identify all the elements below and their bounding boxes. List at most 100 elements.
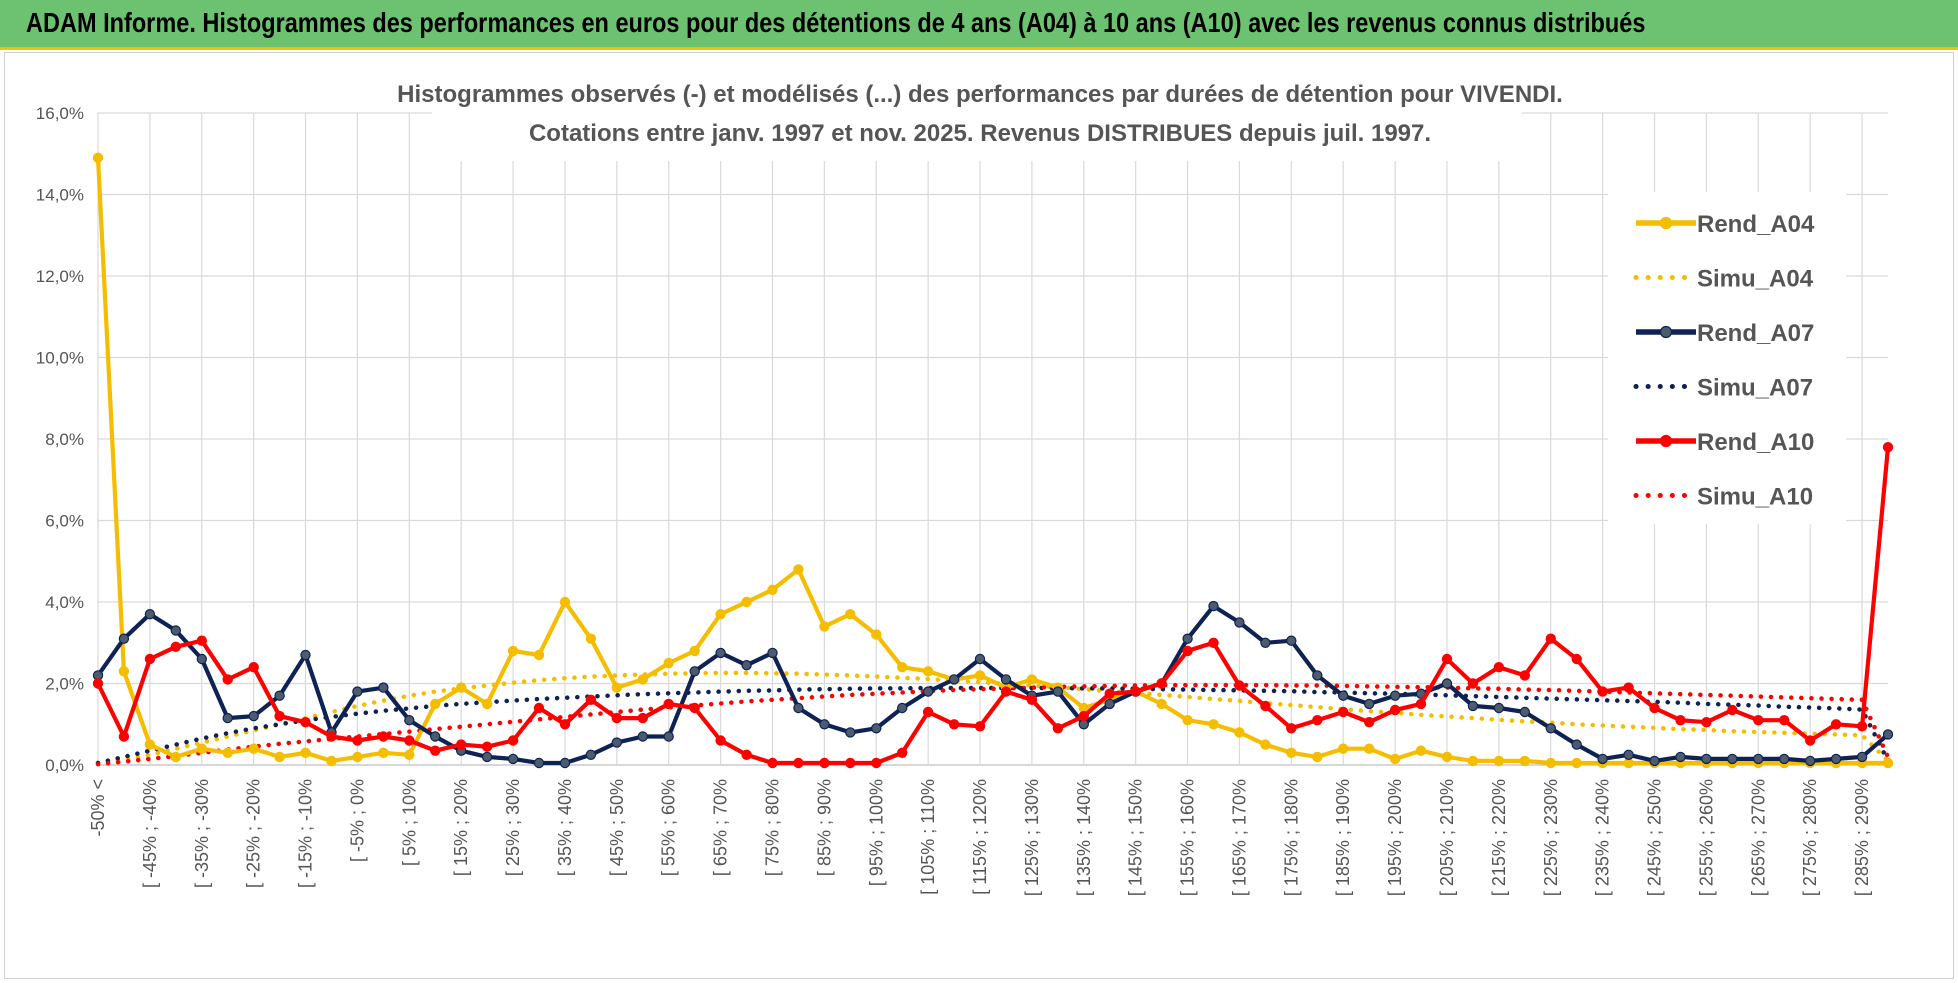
- data-point: [948, 719, 960, 730]
- x-tick-label: [ 235% ; 240%: [1593, 779, 1613, 896]
- data-point: [404, 735, 415, 746]
- y-axis-labels: 0,0% 2,0% 4,0% 6,0% 8,0% 10,0% 12,0% 14,0% 16,0%: [36, 104, 84, 775]
- data-point: [1286, 635, 1297, 646]
- legend-label: Rend_A07: [1697, 320, 1814, 347]
- data-point: [430, 731, 441, 742]
- data-point: [1441, 653, 1453, 665]
- data-point: [1286, 723, 1297, 734]
- data-point: [1675, 715, 1686, 726]
- data-point: [144, 653, 156, 665]
- chart-frame: [4, 52, 1954, 979]
- x-tick-label: [ 15% ; 20%: [451, 779, 471, 876]
- data-point: [1519, 755, 1531, 767]
- data-point: [1493, 662, 1505, 673]
- x-tick-label: [ 245% ; 250%: [1645, 779, 1665, 896]
- data-point: [1727, 704, 1738, 716]
- data-point: [1000, 674, 1012, 685]
- data-point: [352, 735, 363, 746]
- x-tick-label: [ -35% ; -30%: [192, 779, 212, 888]
- data-point: [1830, 753, 1842, 765]
- data-point: [793, 757, 804, 769]
- data-point: [1337, 690, 1349, 701]
- data-point: [1052, 686, 1064, 697]
- data-point: [1389, 704, 1401, 716]
- chart-title: Histogrammes observés (-) et modélisés (…: [397, 81, 1563, 108]
- data-point: [378, 747, 389, 759]
- data-point: [637, 731, 649, 742]
- data-point: [1830, 719, 1842, 730]
- x-tick-label: [ 215% ; 220%: [1489, 779, 1509, 896]
- x-tick-label: [ 265% ; 270%: [1748, 779, 1768, 896]
- x-tick-label: [ 185% ; 190%: [1333, 779, 1353, 896]
- x-tick-label: [ 75% ; 80%: [762, 779, 782, 876]
- data-point: [1467, 678, 1479, 689]
- data-point: [1415, 698, 1427, 710]
- x-tick-label: [ 205% ; 210%: [1437, 779, 1457, 896]
- data-point: [1753, 753, 1764, 765]
- data-point: [1701, 753, 1712, 765]
- data-point: [326, 755, 337, 767]
- data-point: [1545, 723, 1557, 734]
- data-point: [974, 670, 986, 681]
- legend-marker: [1659, 434, 1673, 448]
- data-point: [689, 702, 700, 714]
- data-point: [1234, 680, 1245, 691]
- chart-title-background: [432, 75, 1522, 161]
- data-point: [196, 653, 207, 665]
- data-point: [1104, 698, 1115, 710]
- data-point: [1441, 751, 1453, 763]
- data-point: [922, 686, 934, 697]
- series-line: [95, 670, 1891, 766]
- data-point: [1286, 747, 1297, 759]
- legend-label: Rend_A04: [1697, 211, 1815, 238]
- data-point: [1337, 706, 1349, 718]
- data-point: [974, 653, 986, 665]
- data-point: [1182, 645, 1193, 657]
- data-point: [1389, 690, 1401, 701]
- y-tick-label: 10,0%: [36, 349, 84, 368]
- data-point: [559, 719, 571, 730]
- y-tick-label: 12,0%: [36, 267, 84, 286]
- data-point: [533, 649, 545, 661]
- data-point: [481, 741, 493, 752]
- data-point: [1571, 653, 1582, 665]
- data-point: [1441, 678, 1453, 689]
- x-tick-label: [ 195% ; 200%: [1385, 779, 1405, 896]
- legend-label: Simu_A04: [1697, 266, 1814, 293]
- data-point: [404, 749, 415, 761]
- data-point: [922, 706, 934, 718]
- x-tick-label: [ 145% ; 150%: [1126, 779, 1146, 896]
- data-point: [352, 751, 363, 763]
- data-point: [1753, 715, 1764, 726]
- data-point: [871, 723, 882, 734]
- data-point: [767, 647, 778, 659]
- legend-item-rend-a07: Rend_A07: [1636, 320, 1814, 347]
- data-point: [170, 751, 181, 763]
- data-point: [1882, 442, 1894, 453]
- x-tick-label: [ 275% ; 280%: [1800, 779, 1820, 896]
- legend-marker: [1659, 216, 1673, 230]
- x-axis-labels: -50% < [ -45% ; -40% [ -35% ; -30% [ -25% ;…: [88, 779, 1872, 896]
- data-point: [585, 633, 597, 644]
- x-tick-label: [ 255% ; 260%: [1696, 779, 1716, 896]
- data-point: [533, 702, 545, 714]
- data-point: [456, 682, 467, 693]
- x-tick-label: [ 5% ; 10%: [399, 779, 419, 866]
- data-point: [611, 737, 623, 748]
- x-tick-label: [ 35% ; 40%: [555, 779, 575, 876]
- data-point: [533, 757, 545, 769]
- data-point: [481, 751, 493, 763]
- series-rend-a10: [92, 442, 1894, 769]
- data-point: [897, 747, 908, 759]
- data-point: [248, 743, 259, 754]
- data-point: [1130, 686, 1141, 697]
- data-point: [871, 757, 882, 769]
- x-tick-label: [ -15% ; -10%: [296, 779, 316, 888]
- data-point: [1363, 717, 1375, 728]
- data-point: [248, 710, 259, 722]
- x-tick-label: [ 125% ; 130%: [1022, 779, 1042, 896]
- data-point: [715, 609, 726, 620]
- data-point: [819, 621, 830, 632]
- data-point: [1804, 735, 1816, 746]
- x-tick-label: [ 95% ; 100%: [866, 779, 886, 886]
